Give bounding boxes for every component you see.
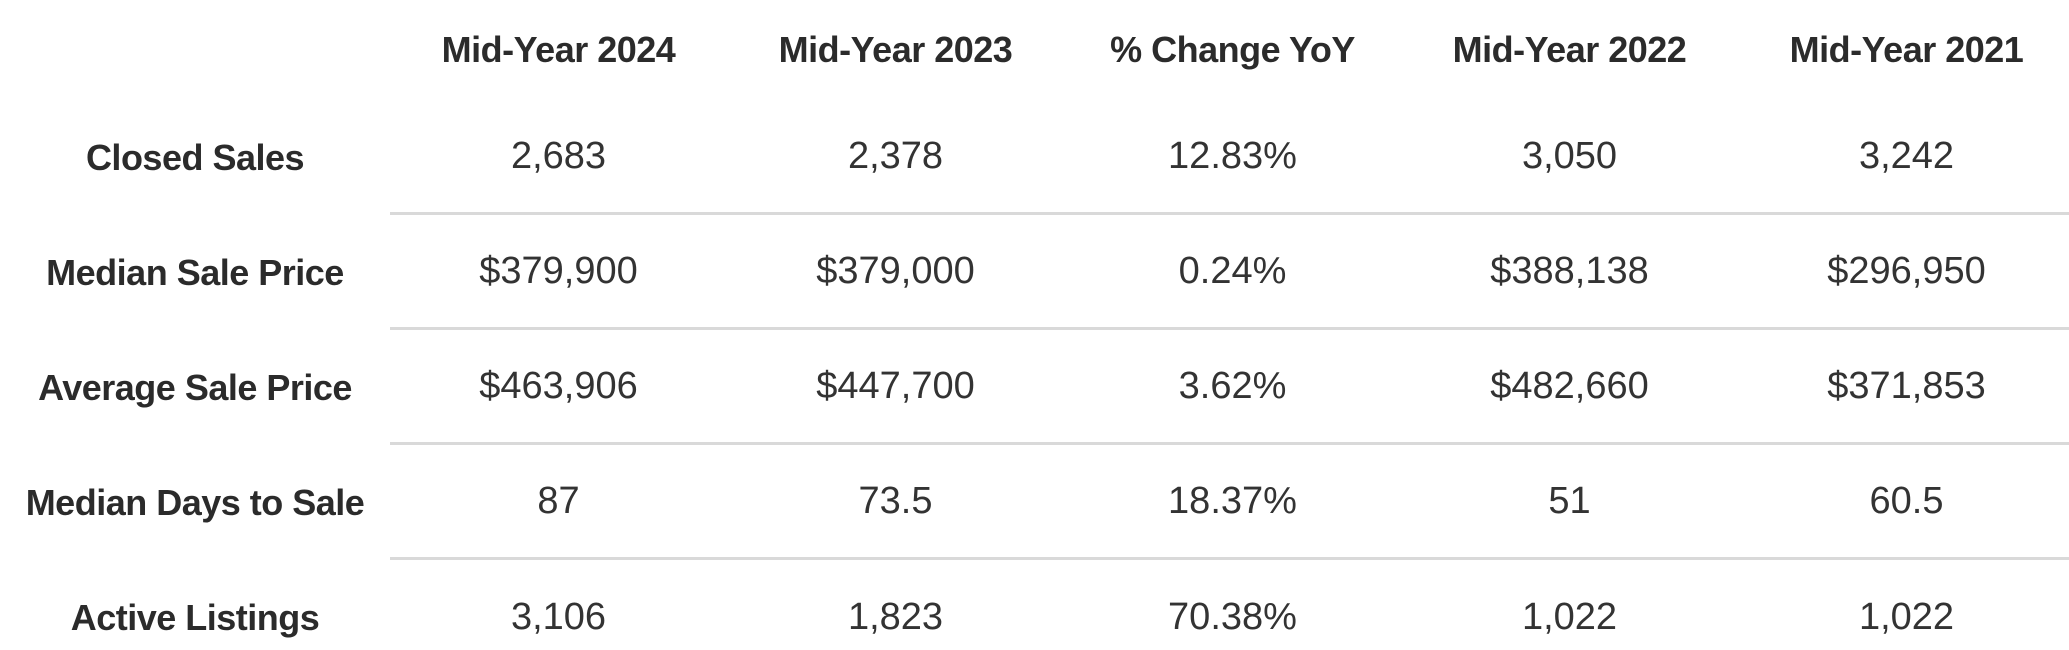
column-header-pct-change-yoy: % Change YoY xyxy=(1110,29,1355,70)
cell-median-price-2022: $388,138 xyxy=(1490,249,1649,292)
cell-active-listings-2024: 3,106 xyxy=(510,596,607,638)
cell-active-listings-yoy: 70.38% xyxy=(1168,596,1297,638)
cell-average-price-2021: $371,853 xyxy=(1827,364,1986,407)
cell-average-price-yoy: 3.62% xyxy=(1178,364,1287,407)
cell-median-price-2021: $296,950 xyxy=(1827,249,1986,292)
row-label-median-days-to-sale: Median Days to Sale xyxy=(25,481,365,523)
cell-median-days-2021: 60.5 xyxy=(1869,479,1944,522)
row-label-average-sale-price: Average Sale Price xyxy=(38,366,352,408)
row-values: 3,106 1,823 70.38% 1,022 1,022 xyxy=(390,560,2069,650)
cell-active-listings-2023: 1,823 xyxy=(847,596,944,638)
cell-median-price-2023: $379,000 xyxy=(816,249,975,292)
cell-active-listings-2021: 1,022 xyxy=(1858,596,1955,638)
row-values: $379,900 $379,000 0.24% $388,138 $296,95… xyxy=(390,215,2069,330)
row-values: $463,906 $447,700 3.62% $482,660 $371,85… xyxy=(390,330,2069,445)
table-row-median-days-to-sale: Median Days to Sale 87 73.5 18.37% 51 60… xyxy=(0,445,2069,560)
cell-closed-sales-yoy: 12.83% xyxy=(1168,134,1297,177)
cell-closed-sales-2022: 3,050 xyxy=(1521,134,1618,177)
cell-closed-sales-2024: 2,683 xyxy=(510,134,607,177)
column-header-mid-year-2024: Mid-Year 2024 xyxy=(441,29,676,70)
column-header-mid-year-2023: Mid-Year 2023 xyxy=(778,29,1013,70)
header-values: Mid-Year 2024 Mid-Year 2023 % Change YoY… xyxy=(390,0,2069,100)
cell-average-price-2022: $482,660 xyxy=(1490,364,1649,407)
table-row-active-listings: Active Listings 3,106 1,823 70.38% 1,022… xyxy=(0,560,2069,650)
row-values: 2,683 2,378 12.83% 3,050 3,242 xyxy=(390,100,2069,215)
table-header-row: Mid-Year 2024 Mid-Year 2023 % Change YoY… xyxy=(0,0,2069,100)
cell-median-days-2022: 51 xyxy=(1548,479,1591,522)
cell-closed-sales-2021: 3,242 xyxy=(1858,134,1955,177)
cell-average-price-2024: $463,906 xyxy=(479,364,638,407)
table-row-average-sale-price: Average Sale Price $463,906 $447,700 3.6… xyxy=(0,330,2069,445)
row-label-closed-sales: Closed Sales xyxy=(85,136,305,178)
cell-median-days-2023: 73.5 xyxy=(858,479,933,522)
row-label-active-listings: Active Listings xyxy=(70,596,320,638)
table-row-median-sale-price: Median Sale Price $379,900 $379,000 0.24… xyxy=(0,215,2069,330)
column-header-mid-year-2021: Mid-Year 2021 xyxy=(1789,29,2024,70)
cell-median-price-yoy: 0.24% xyxy=(1178,249,1287,292)
row-values: 87 73.5 18.37% 51 60.5 xyxy=(390,445,2069,560)
row-label-median-sale-price: Median Sale Price xyxy=(46,251,344,293)
cell-average-price-2023: $447,700 xyxy=(816,364,975,407)
cell-median-days-yoy: 18.37% xyxy=(1168,479,1297,522)
table-row-closed-sales: Closed Sales 2,683 2,378 12.83% 3,050 3,… xyxy=(0,100,2069,215)
cell-closed-sales-2023: 2,378 xyxy=(847,134,944,177)
column-header-mid-year-2022: Mid-Year 2022 xyxy=(1452,29,1687,70)
cell-median-price-2024: $379,900 xyxy=(479,249,638,292)
cell-median-days-2024: 87 xyxy=(537,479,580,522)
header-spacer xyxy=(0,0,390,100)
cell-active-listings-2022: 1,022 xyxy=(1521,596,1618,638)
